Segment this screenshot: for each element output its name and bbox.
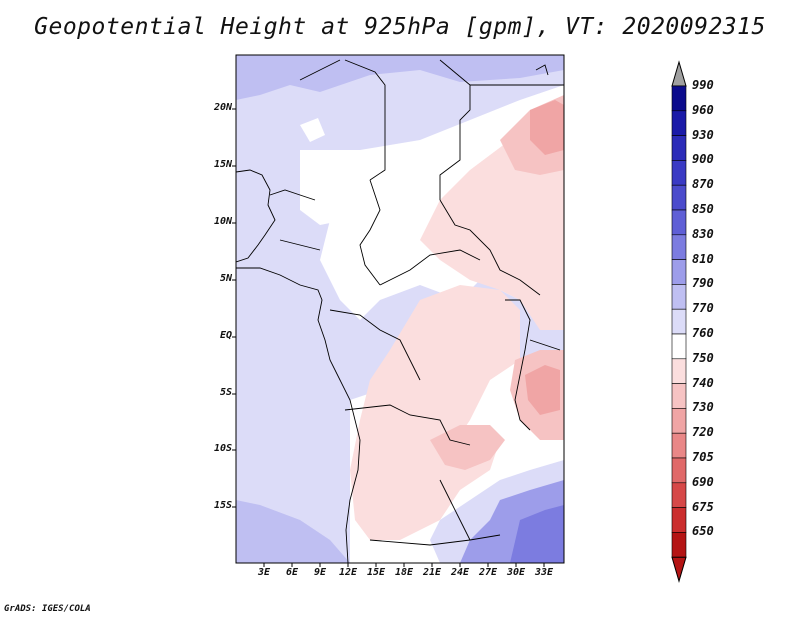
border-west-2 <box>279 239 321 251</box>
border-angola <box>344 404 471 446</box>
colorbar-swatch <box>671 284 687 310</box>
lat-label: 5N <box>219 273 232 284</box>
colorbar-swatch <box>671 234 687 260</box>
colorbar-swatch <box>671 209 687 236</box>
lon-label: 15E <box>366 567 386 578</box>
colorbar-label: 705 <box>692 450 714 464</box>
credit-text: GrADS: IGES/COLA <box>4 604 91 614</box>
colorbar-swatch <box>671 408 687 434</box>
colorbar-label: 960 <box>692 102 714 117</box>
colorbar-label: 790 <box>692 276 714 291</box>
colorbar-label: 675 <box>692 499 714 514</box>
map-frame <box>235 54 565 564</box>
border-car-sudan <box>439 199 541 296</box>
colorbar-label: 830 <box>692 226 714 241</box>
colorbar-under-triangle <box>671 556 687 583</box>
field-830-southeast <box>510 505 564 563</box>
lon-label: 30E <box>506 567 526 578</box>
border-west-1 <box>269 189 316 201</box>
lat-label: 20N <box>213 102 232 113</box>
field-730-northeast <box>530 100 564 155</box>
colorbar-swatch <box>671 457 687 484</box>
border-congo <box>329 309 421 381</box>
border-car <box>379 249 481 286</box>
lon-label: 27E <box>478 567 498 578</box>
coastline-red-sea <box>535 64 549 76</box>
border-north-1 <box>344 59 386 181</box>
colorbar-label: 810 <box>692 251 714 266</box>
lon-label: 21E <box>422 567 442 578</box>
lat-label: 15S <box>213 500 232 511</box>
lat-label: 10N <box>213 216 232 227</box>
colorbar-swatch <box>671 532 687 558</box>
colorbar-swatch <box>671 135 687 161</box>
height-field <box>236 55 564 563</box>
lat-label: EQ <box>219 330 232 341</box>
lon-label: 12E <box>338 567 358 578</box>
colorbar-swatch <box>671 184 687 211</box>
colorbar-swatch <box>671 308 687 335</box>
field-740-zambia <box>430 425 505 470</box>
colorbar-over-triangle <box>671 60 687 87</box>
border-eastern-rift <box>505 299 531 431</box>
colorbar-label: 690 <box>692 474 714 489</box>
coastline-west-africa <box>236 169 276 263</box>
lat-label: 10S <box>213 443 232 454</box>
colorbar-swatch <box>671 333 687 360</box>
colorbar-label: 740 <box>692 375 714 390</box>
colorbar-swatch <box>671 358 687 384</box>
colorbar-swatch <box>671 507 687 533</box>
colorbar-label: 990 <box>692 78 714 92</box>
lon-label: 9E <box>313 567 327 578</box>
border-chad <box>359 179 381 286</box>
colorbar-swatch <box>671 259 687 285</box>
colorbar-label: 730 <box>692 400 714 415</box>
border-east-1 <box>529 339 561 351</box>
colorbar-label: 850 <box>692 202 714 216</box>
colorbar-label: 770 <box>692 301 714 316</box>
coastline-central-southern <box>236 267 361 563</box>
field-790-southwest <box>236 500 350 563</box>
border-namibia <box>439 479 471 541</box>
lat-label: 15N <box>213 159 232 170</box>
colorbar-label: 870 <box>692 177 714 192</box>
colorbar-label: 750 <box>692 350 714 365</box>
colorbar-label: 720 <box>692 425 714 440</box>
colorbar-swatch <box>671 432 687 459</box>
lon-label: 6E <box>285 567 299 578</box>
lat-label: 5S <box>219 387 232 398</box>
colorbar-label: 900 <box>692 152 714 167</box>
colorbar-swatch <box>671 85 687 112</box>
field-730-lakes <box>525 365 560 415</box>
map-title: Geopotential Height at 925hPa [gpm], VT:… <box>34 14 766 40</box>
field-790-north <box>236 55 564 100</box>
colorbar-label: 760 <box>692 326 714 340</box>
colorbar-label: 650 <box>692 524 714 539</box>
border-south <box>369 534 501 546</box>
colorbar-swatch <box>671 482 687 508</box>
lon-label: 33E <box>534 567 554 578</box>
colorbar-label: 930 <box>692 127 714 142</box>
lon-label: 3E <box>257 567 271 578</box>
colorbar-swatch <box>671 160 687 186</box>
boundaries <box>236 59 564 563</box>
colorbar-swatch <box>671 383 687 409</box>
lon-label: 18E <box>394 567 414 578</box>
field-760-patch-2 <box>300 118 325 142</box>
border-north-2 <box>299 59 341 81</box>
colorbar <box>671 60 687 583</box>
lon-label: 24E <box>450 567 470 578</box>
field-760-patch-1 <box>300 180 350 225</box>
colorbar-swatch <box>671 110 687 136</box>
